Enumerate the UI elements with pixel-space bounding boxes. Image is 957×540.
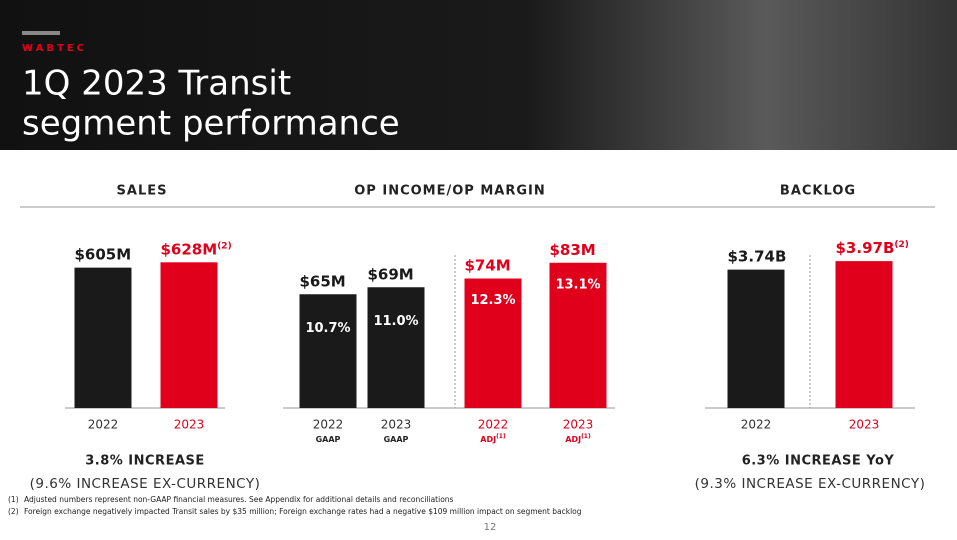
title-line: 1Q 2023 Transit: [22, 64, 291, 104]
footnote-text: Adjusted numbers represent non-GAAP fina…: [24, 495, 454, 504]
x-tick-label: 2023: [174, 418, 205, 432]
x-tick-label: 2022: [88, 418, 119, 432]
x-tick-label: 2022: [478, 418, 509, 432]
value-label: $69M: [368, 265, 414, 283]
bar: [835, 261, 893, 408]
value-label-text: $83M: [550, 240, 596, 258]
brand: WABTEC: [22, 43, 87, 54]
value-label: $65M: [300, 272, 346, 290]
category-note-text: GAAP: [384, 435, 409, 444]
label-note: (2): [217, 241, 232, 251]
value-label-text: $74M: [465, 256, 511, 274]
bar: [727, 269, 785, 408]
title-line: segment performance: [22, 104, 400, 144]
x-tick-label: 2023: [849, 418, 880, 432]
section-title: OP INCOME/OP MARGIN: [354, 184, 545, 199]
category-note-ref: (1): [496, 433, 506, 440]
summary-note: (9.6% INCREASE EX-CURRENCY): [30, 476, 261, 492]
footnote: (1) Adjusted numbers represent non-GAAP f…: [8, 495, 454, 504]
header-background: [0, 0, 957, 150]
bar: [74, 267, 132, 408]
value-label-text: $65M: [300, 272, 346, 290]
category-note-text: GAAP: [316, 435, 341, 444]
page-number: 12: [484, 522, 497, 533]
brand-bar: [22, 31, 60, 35]
x-tick-label: 2022: [313, 418, 344, 432]
footnote-text: Foreign exchange negatively impacted Tra…: [24, 507, 582, 516]
bar: [549, 262, 607, 408]
section-title: SALES: [117, 184, 168, 199]
footnote: (2) Foreign exchange negatively impacted …: [8, 507, 582, 516]
bar: [299, 294, 357, 408]
x-tick-label: 2022: [741, 418, 772, 432]
value-label-text: $628M: [161, 240, 218, 258]
label-note: (2): [894, 240, 909, 250]
footnote-ref: (2): [8, 507, 19, 516]
margin-label: 12.3%: [470, 293, 515, 308]
value-label-text: $3.97B: [836, 239, 895, 257]
category-note: ADJ(1): [565, 433, 591, 444]
value-label: $74M: [465, 256, 511, 274]
margin-label: 13.1%: [555, 277, 600, 292]
footnote-ref: (1): [8, 495, 19, 504]
margin-label: 10.7%: [305, 321, 350, 336]
category-note: GAAP: [316, 435, 341, 444]
summary-note: (9.3% INCREASE EX-CURRENCY): [695, 476, 926, 492]
bar: [367, 287, 425, 408]
value-label-text: $3.74B: [728, 247, 787, 265]
bar: [464, 278, 522, 408]
category-note-text: ADJ: [480, 435, 496, 444]
value-label: $628M(2): [161, 240, 232, 258]
section-title: BACKLOG: [780, 184, 856, 199]
value-label: $3.97B(2): [836, 239, 909, 257]
value-label: $3.74B: [728, 247, 787, 265]
value-label: $83M: [550, 240, 596, 258]
x-tick-label: 2023: [381, 418, 412, 432]
summary: 3.8% INCREASE: [85, 454, 205, 469]
category-note-ref: (1): [581, 433, 591, 440]
summary: 6.3% INCREASE YoY: [742, 454, 895, 469]
category-note: GAAP: [384, 435, 409, 444]
x-tick-label: 2023: [563, 418, 594, 432]
value-label: $605M: [75, 245, 132, 263]
bar: [160, 262, 218, 408]
margin-label: 11.0%: [373, 314, 418, 329]
value-label-text: $69M: [368, 265, 414, 283]
category-note: ADJ(1): [480, 433, 506, 444]
category-note-text: ADJ: [565, 435, 581, 444]
value-label-text: $605M: [75, 245, 132, 263]
